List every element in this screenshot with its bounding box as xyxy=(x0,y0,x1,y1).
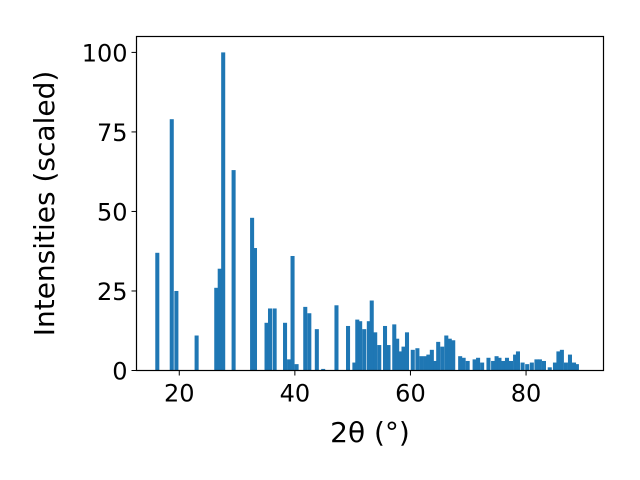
bar xyxy=(537,359,542,371)
bar xyxy=(314,329,319,371)
bar xyxy=(486,357,491,371)
bar xyxy=(494,356,499,371)
bar xyxy=(556,351,561,371)
bar xyxy=(373,332,378,371)
bar xyxy=(563,362,568,371)
bar xyxy=(429,349,434,371)
bar xyxy=(525,364,530,371)
bars-group xyxy=(155,52,579,371)
x-axis-label: 2θ (°) xyxy=(330,416,410,449)
bar xyxy=(334,305,339,371)
y-tick-label: 25 xyxy=(97,278,128,306)
bar xyxy=(358,321,363,371)
bar xyxy=(369,300,374,371)
y-axis-ticks: 0 25 50 75 100 xyxy=(82,39,137,386)
bar xyxy=(392,324,397,371)
bar xyxy=(465,360,470,371)
bar xyxy=(480,362,485,371)
bar xyxy=(383,325,388,371)
bar xyxy=(509,360,514,371)
bar xyxy=(267,308,273,371)
bar xyxy=(451,340,456,371)
bar xyxy=(419,356,424,371)
bar xyxy=(404,332,410,371)
bar xyxy=(294,364,299,371)
bar xyxy=(501,360,506,371)
bar xyxy=(155,252,160,371)
x-axis-ticks: 20 40 60 80 xyxy=(164,370,542,408)
bar xyxy=(534,359,539,371)
bar xyxy=(307,313,312,371)
bar xyxy=(395,338,400,371)
bar xyxy=(472,359,477,371)
x-tick-label: 20 xyxy=(164,380,195,408)
bar xyxy=(355,319,360,371)
bar xyxy=(513,354,518,371)
bar xyxy=(476,357,481,371)
bar xyxy=(174,290,179,371)
x-tick-label: 80 xyxy=(511,380,542,408)
bar xyxy=(194,335,199,371)
bar xyxy=(423,356,428,371)
bar xyxy=(169,119,174,371)
bar xyxy=(440,346,445,371)
bar xyxy=(346,325,351,371)
plot-frame xyxy=(135,35,605,372)
bar xyxy=(214,287,219,371)
bar xyxy=(264,322,269,371)
bar xyxy=(221,52,226,371)
y-tick-label: 50 xyxy=(97,198,128,226)
bar xyxy=(504,357,510,371)
bar xyxy=(426,354,431,371)
bar xyxy=(217,268,222,371)
bar xyxy=(352,362,357,371)
bar xyxy=(529,362,534,371)
bar xyxy=(290,255,295,371)
x-tick-label: 60 xyxy=(395,380,426,408)
bar xyxy=(447,338,452,371)
x-tick-label: 40 xyxy=(280,380,311,408)
y-tick-label: 75 xyxy=(97,119,128,147)
bar xyxy=(547,367,552,371)
bar xyxy=(401,346,406,371)
bar xyxy=(321,368,326,371)
bar xyxy=(410,349,415,371)
bar xyxy=(444,335,449,371)
bar xyxy=(377,345,382,371)
bar xyxy=(572,362,577,371)
bar xyxy=(497,357,502,371)
bar xyxy=(559,349,564,371)
bar xyxy=(491,360,496,371)
y-axis-label: Intensities (scaled) xyxy=(28,71,61,337)
bar xyxy=(252,248,258,371)
bar xyxy=(303,306,308,371)
bar xyxy=(250,217,255,371)
bar xyxy=(461,357,466,371)
bar xyxy=(386,345,391,371)
bar xyxy=(552,362,557,371)
bar xyxy=(433,360,438,371)
bar xyxy=(272,308,277,371)
bar xyxy=(283,322,288,371)
bar xyxy=(398,351,403,371)
bar xyxy=(436,341,441,371)
bar xyxy=(515,351,520,371)
bar xyxy=(574,364,579,371)
bar xyxy=(415,348,420,371)
bar xyxy=(567,354,572,371)
bar xyxy=(458,356,463,371)
bar xyxy=(520,362,525,371)
bar xyxy=(362,329,367,371)
bar xyxy=(366,321,371,371)
bar xyxy=(541,360,546,371)
bar xyxy=(231,170,236,371)
y-tick-label: 100 xyxy=(82,39,128,67)
y-tick-label: 0 xyxy=(112,358,127,386)
bar xyxy=(287,359,292,371)
